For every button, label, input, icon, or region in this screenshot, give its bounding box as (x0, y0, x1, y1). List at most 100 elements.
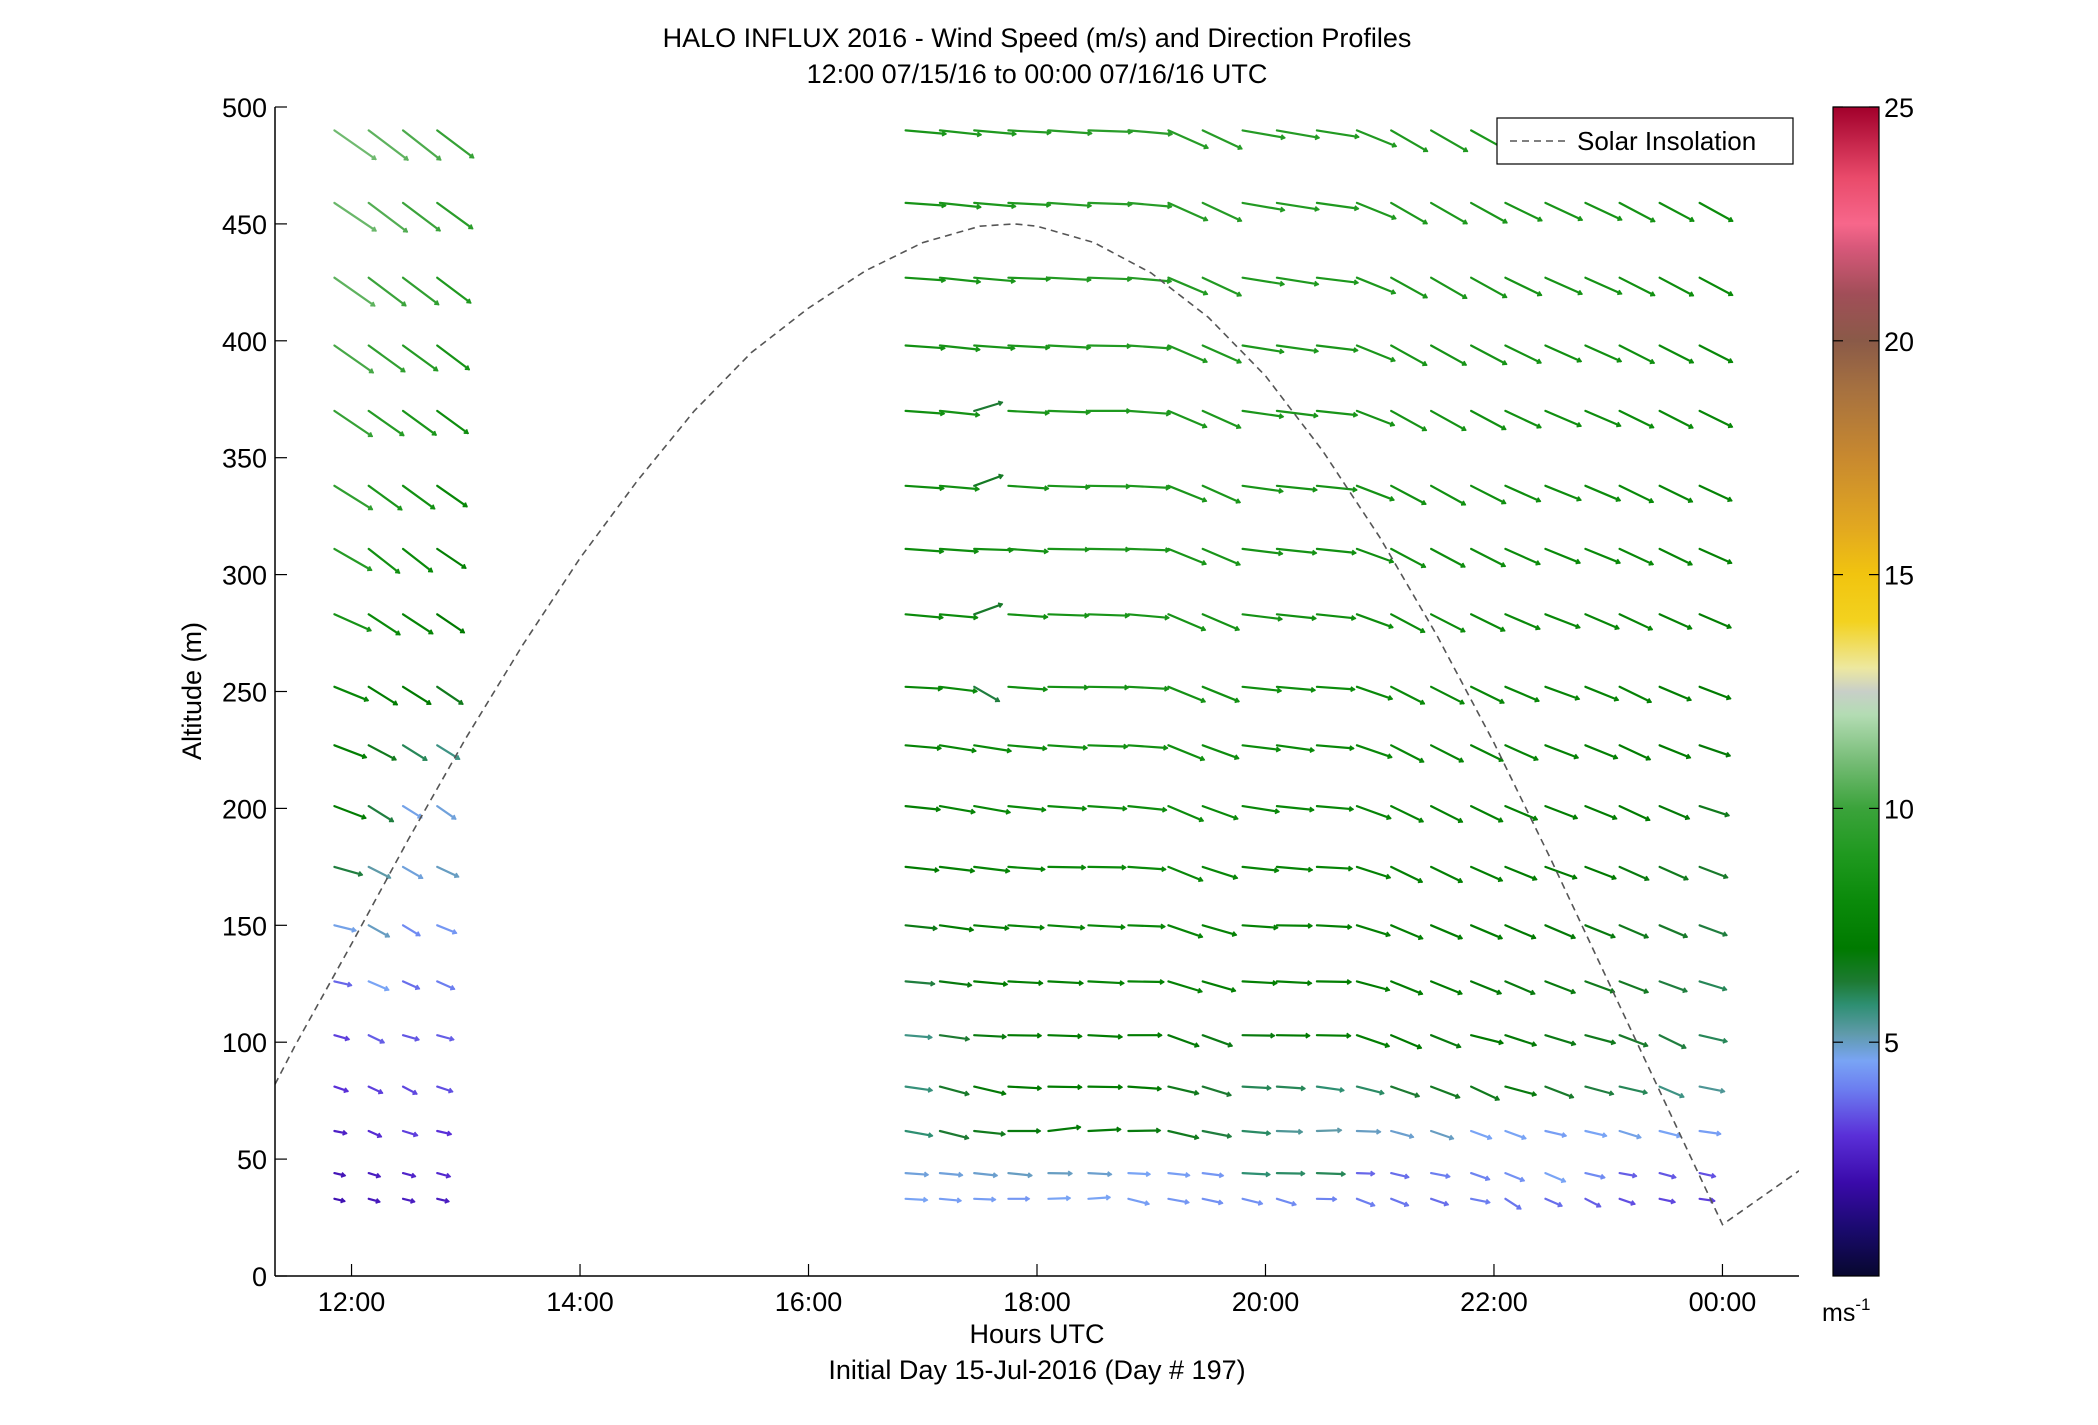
wind-barb (1390, 1085, 1421, 1098)
wind-barb-shaft (333, 744, 367, 759)
wind-barb (1315, 685, 1356, 693)
wind-barb (1201, 1129, 1233, 1139)
wind-barb-head (1307, 866, 1314, 873)
wind-barb-shaft (1127, 484, 1171, 489)
wind-barb-shaft (333, 276, 376, 307)
wind-barb (367, 276, 407, 307)
wind-barb-shaft (1544, 1171, 1567, 1183)
wind-barb-shaft (1201, 1034, 1233, 1047)
wind-barb-shaft (1469, 547, 1506, 568)
wind-barb (1241, 924, 1279, 931)
wind-barb (1167, 201, 1209, 222)
wind-barb (1087, 864, 1127, 871)
wind-barb (367, 344, 406, 373)
wind-barb-shaft (938, 129, 982, 136)
wind-barb-shaft (1241, 201, 1286, 212)
wind-barb (1047, 684, 1090, 691)
legend: Solar Insolation (1496, 117, 1794, 165)
wind-barb (938, 1197, 963, 1204)
wind-barb-head (1617, 215, 1623, 222)
wind-barb-head (1291, 1200, 1297, 1207)
colorbar-scale (1832, 106, 1880, 1277)
wind-barb (1167, 924, 1204, 939)
wind-barb-head (402, 227, 409, 233)
wind-barb-shaft (1544, 1197, 1563, 1207)
wind-barb (1504, 865, 1538, 881)
wind-barb-head (1576, 357, 1583, 363)
wind-barb-shaft (1618, 344, 1655, 364)
wind-barb (1390, 201, 1428, 225)
wind-barb-head (1156, 1085, 1163, 1092)
wind-barb (1618, 980, 1650, 994)
wind-barb-shaft (333, 201, 377, 232)
wind-barb (1087, 1033, 1124, 1040)
wind-barb-head (1611, 874, 1617, 881)
wind-barb-shaft (436, 980, 456, 991)
wind-barb (1007, 1085, 1043, 1092)
wind-barb-shaft (367, 547, 401, 574)
wind-barb (1127, 923, 1166, 930)
wind-barb (1618, 276, 1656, 297)
wind-barb (938, 344, 981, 353)
wind-barb-head (1725, 751, 1732, 758)
wind-barb-head (1721, 985, 1728, 992)
wind-barb-shaft (1469, 744, 1504, 762)
wind-barb-shaft (1007, 276, 1051, 281)
wind-barb-shaft (1201, 1197, 1224, 1205)
wind-barb (1618, 344, 1656, 365)
wind-barb-head (1024, 1195, 1031, 1202)
wind-barb-shaft (1469, 1034, 1504, 1045)
y-tick-label: 500 (222, 93, 267, 123)
wind-barb (1167, 1129, 1200, 1141)
wind-barb (1429, 1171, 1451, 1180)
wind-barb-shaft (1007, 613, 1049, 619)
wind-barb-head (972, 688, 978, 694)
wind-barb-head (1011, 130, 1017, 137)
wind-barb-shaft (1167, 484, 1208, 502)
wind-barb-shaft (1241, 484, 1284, 493)
wind-barb-shaft (1007, 744, 1048, 750)
colorbar-unit-label: ms-1 (1822, 1295, 1870, 1327)
wind-barb-shaft (1315, 980, 1352, 984)
wind-barb-head (1683, 875, 1689, 881)
wind-barb (333, 1129, 348, 1136)
wind-barb (436, 201, 474, 230)
wind-barb (1390, 344, 1428, 367)
wind-barb (1504, 201, 1543, 222)
colorbar-tick-label: 10 (1884, 794, 1914, 824)
wind-barb-shaft (1390, 1197, 1410, 1207)
wind-barb-head (1305, 1032, 1311, 1039)
wind-barb-shaft (1618, 865, 1650, 881)
wind-barb-head (932, 925, 938, 932)
wind-barb (1658, 276, 1695, 297)
wind-barb (1698, 613, 1732, 630)
wind-barb (1469, 804, 1504, 823)
wind-barb (436, 484, 468, 508)
wind-barb-head (1165, 547, 1171, 554)
wind-barb-head (1422, 360, 1428, 367)
wind-barb (1201, 484, 1242, 504)
wind-barb-head (1689, 216, 1695, 223)
wind-barb-shaft (1047, 276, 1092, 281)
wind-barb-shaft (1469, 1171, 1491, 1181)
wind-barb (1047, 1195, 1072, 1202)
wind-barb-shaft (1167, 980, 1203, 993)
wind-barb-shaft (1127, 547, 1170, 552)
wind-barb (1275, 1032, 1311, 1039)
wind-barb-shaft (1047, 744, 1088, 750)
wind-barb (1047, 1084, 1083, 1091)
wind-barb-head (395, 630, 401, 636)
wind-barb (1167, 344, 1208, 364)
wind-barb (1698, 201, 1734, 223)
wind-barb-shaft (1355, 1034, 1390, 1048)
wind-barb-head (976, 203, 982, 210)
wind-barb-shaft (1429, 1171, 1451, 1178)
wind-barb (1658, 744, 1692, 760)
wind-barb-head (973, 614, 979, 621)
wind-barb-head (1083, 684, 1090, 691)
wind-barb-shaft (1584, 1085, 1615, 1096)
wind-barb (1469, 1171, 1491, 1182)
wind-barb (1127, 685, 1170, 692)
wind-barb-head (1044, 409, 1050, 416)
wind-barb-head (1577, 289, 1583, 296)
